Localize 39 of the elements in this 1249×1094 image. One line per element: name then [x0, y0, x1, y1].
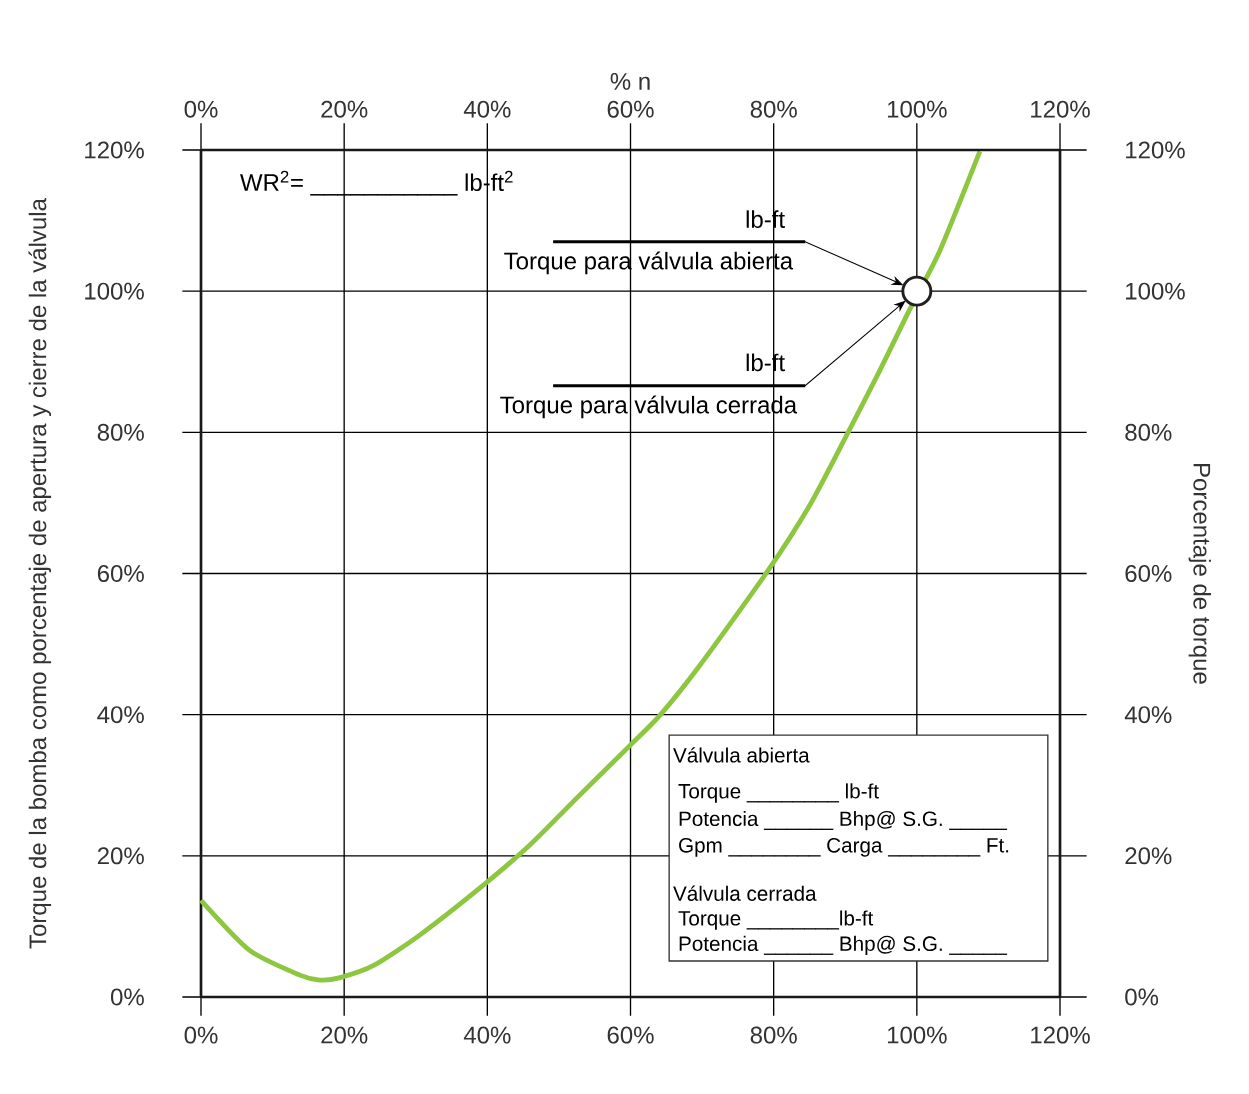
y2-axis-title: Porcentaje de torque	[1188, 464, 1211, 684]
y-tick-label: 100%	[85, 282, 144, 300]
x2-tick-label: 120%	[1031, 100, 1090, 118]
x-tick-label: 60%	[607, 1026, 654, 1044]
y2-tick-label: 0%	[1125, 988, 1159, 1006]
x2-tick-label: 100%	[887, 100, 947, 118]
annotation: Gpm ________ Carga ________ Ft.	[679, 837, 1009, 857]
x2-tick-label: 60%	[607, 100, 654, 118]
y-tick-label: 20%	[97, 847, 144, 865]
y-tick-label: 60%	[97, 564, 144, 582]
annotation: Válvula cerrada	[673, 885, 817, 901]
annotation: Torque ________ lb-ft	[678, 783, 879, 803]
x-tick-label: 20%	[321, 1026, 368, 1044]
annotation: Potencia ______ Bhp@ S.G. _____	[679, 935, 1008, 956]
x2-tick-label: 20%	[321, 100, 368, 118]
y2-tick-label: 60%	[1125, 564, 1172, 582]
y-tick-label: 80%	[97, 423, 144, 441]
x2-tick-label: 40%	[463, 100, 511, 118]
x-tick-label: 120%	[1031, 1026, 1090, 1044]
y2-tick-label: 100%	[1126, 282, 1185, 300]
annotation: Válvula abierta	[673, 747, 810, 763]
x2-axis-title: % n	[610, 72, 650, 90]
y-tick-label: 40%	[97, 706, 144, 724]
x-tick-label: 40%	[463, 1026, 511, 1044]
annotation: Torque ________lb-ft	[678, 910, 874, 930]
y-axis-title: Torque de la bomba como porcentaje de apertura y cierre de la válvula	[28, 198, 52, 949]
x-tick-label: 100%	[887, 1026, 947, 1044]
x2-tick-label: 0%	[184, 100, 218, 118]
y-tick-label: 120%	[85, 141, 144, 159]
annotation: Potencia ______ Bhp@ S.G. _____	[679, 810, 1008, 831]
x-tick-label: 0%	[184, 1026, 218, 1044]
y2-tick-label: 40%	[1124, 706, 1172, 724]
y-tick-label: 0%	[110, 988, 144, 1006]
x2-tick-label: 80%	[750, 100, 797, 118]
line-series	[198, 148, 983, 983]
x-tick-label: 80%	[750, 1026, 797, 1044]
y2-tick-label: 120%	[1126, 141, 1185, 159]
y2-tick-label: 20%	[1125, 847, 1172, 865]
y2-tick-label: 80%	[1125, 423, 1172, 441]
